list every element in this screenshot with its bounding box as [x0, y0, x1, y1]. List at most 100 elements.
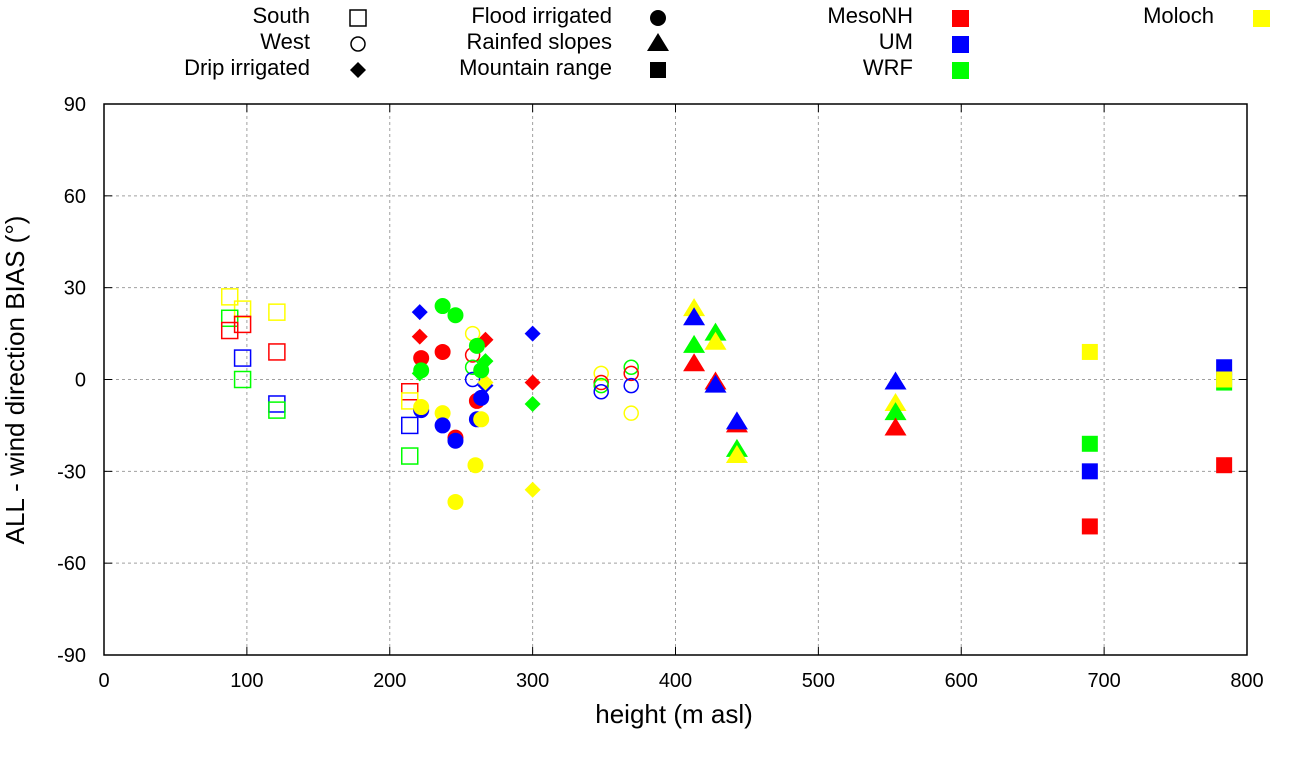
data-point: [447, 307, 464, 324]
data-point: [725, 411, 748, 430]
data-point: [220, 321, 239, 340]
data-point: [268, 303, 286, 321]
data-point: [468, 337, 485, 354]
data-point: [473, 389, 490, 406]
data-point: [473, 362, 490, 379]
x-tick-label: 100: [230, 670, 263, 692]
data-point: [524, 374, 541, 391]
data-point: [884, 392, 907, 411]
data-point: [524, 481, 541, 498]
x-tick-label: 700: [1087, 670, 1120, 692]
grid: [104, 104, 1247, 655]
data-point: [1081, 343, 1098, 360]
data-point: [220, 309, 239, 328]
data-point: [623, 359, 639, 376]
axes: 0 100 200 300 400 500 600 700 800 -90 -60 -30 0 30 60 9…: [57, 94, 1264, 692]
data-point: [593, 365, 609, 382]
data-point: [524, 395, 541, 412]
data-point: [411, 304, 428, 321]
data-point: [477, 374, 494, 391]
legend-marker-icon: [350, 62, 366, 78]
x-tick-label: 400: [659, 670, 692, 692]
x-axis-label: height (m asl): [595, 699, 753, 729]
data-point: [884, 402, 907, 421]
data-point: [683, 353, 706, 372]
legend-label: Mountain range: [459, 55, 612, 80]
data-point: [434, 405, 451, 422]
legend-marker-icon: [350, 36, 366, 52]
data-points: [220, 288, 1233, 535]
data-point: [725, 445, 748, 464]
x-tick-label: 200: [373, 670, 406, 692]
data-point: [413, 362, 430, 379]
y-tick-label: 30: [64, 278, 86, 300]
data-point: [447, 432, 464, 449]
data-point: [220, 288, 239, 306]
data-point: [704, 331, 727, 350]
data-point: [524, 325, 541, 342]
x-tick-label: 0: [98, 670, 109, 692]
legend-label: Rainfed slopes: [466, 29, 612, 54]
data-point: [1216, 359, 1233, 376]
data-point: [623, 377, 639, 394]
data-point: [233, 349, 252, 367]
data-point: [1081, 463, 1098, 480]
data-point: [268, 401, 286, 419]
data-point: [1081, 435, 1098, 452]
legend-marker-icon: [647, 33, 669, 51]
legend-color-swatch: [952, 10, 969, 27]
data-point: [464, 371, 481, 388]
legend-label: West: [260, 29, 310, 54]
x-tick-label: 800: [1230, 670, 1263, 692]
data-point: [683, 298, 706, 317]
data-point: [1081, 518, 1098, 535]
data-point: [233, 370, 252, 389]
legend-color-swatch: [1253, 10, 1270, 27]
legend-label: MesoNH: [827, 3, 913, 28]
legend-color-swatch: [952, 36, 969, 53]
data-point: [884, 371, 907, 390]
legend-label: UM: [879, 29, 913, 54]
x-tick-label: 600: [945, 670, 978, 692]
y-tick-label: -90: [57, 645, 86, 667]
data-point: [704, 374, 727, 393]
legend-marker-icon: [650, 62, 666, 78]
data-point: [683, 307, 706, 326]
data-point: [434, 298, 451, 315]
data-point: [413, 350, 430, 367]
y-tick-label: 0: [75, 370, 86, 392]
legend-label: Flood irrigated: [471, 3, 612, 28]
data-point: [623, 365, 639, 382]
data-point: [434, 343, 451, 360]
legend-label: Drip irrigated: [184, 55, 310, 80]
y-tick-label: -30: [57, 461, 86, 483]
data-point: [233, 315, 252, 334]
y-tick-label: -60: [57, 553, 86, 575]
data-point: [884, 417, 907, 436]
data-point: [704, 322, 727, 341]
legend-label: Moloch: [1143, 3, 1214, 28]
legend-marker-icon: [349, 9, 367, 27]
data-point: [268, 343, 286, 361]
legend-marker-icon: [650, 10, 666, 26]
legend-label: WRF: [863, 55, 913, 80]
data-point: [434, 417, 451, 434]
data-point: [593, 377, 609, 394]
data-point: [447, 493, 464, 510]
data-point: [683, 334, 706, 353]
data-point: [473, 411, 490, 428]
legend-color-swatch: [952, 62, 969, 79]
data-point: [401, 447, 419, 465]
y-tick-label: 90: [64, 94, 86, 116]
data-point: [268, 395, 286, 413]
data-point: [401, 416, 419, 435]
data-point: [1216, 371, 1233, 388]
y-axis-label: ALL - wind direction BIAS (°): [0, 216, 30, 545]
data-point: [411, 328, 428, 345]
legend-label: South: [253, 3, 311, 28]
x-tick-label: 500: [802, 670, 835, 692]
data-point: [1216, 457, 1233, 474]
data-point: [467, 457, 484, 474]
